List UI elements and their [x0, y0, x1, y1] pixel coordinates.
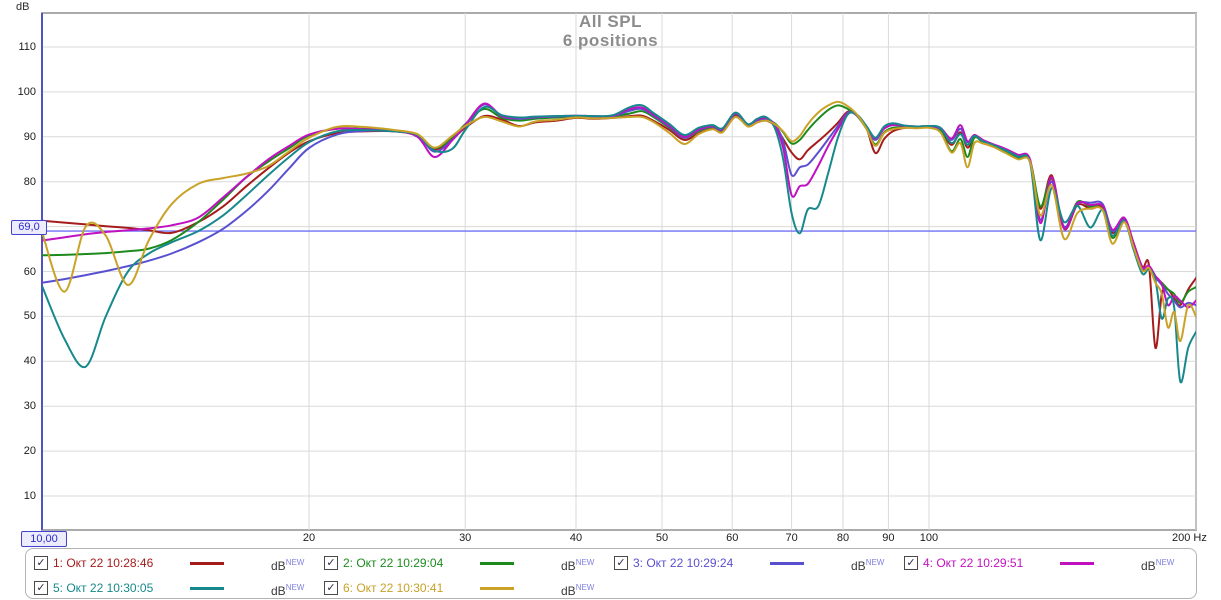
x-tick-label: 40	[569, 532, 583, 544]
legend-line-swatch-5	[190, 587, 224, 590]
x-tick-label: 70	[785, 532, 798, 544]
legend-unit-new-badge: NEW	[285, 583, 305, 592]
x-tick-label: 80	[836, 532, 850, 544]
x-tick-label: 20	[302, 532, 316, 544]
legend-checkbox-2[interactable]: ✓	[324, 556, 338, 570]
x-tick-label: 30	[459, 532, 472, 544]
legend-item-2[interactable]: ✓ 2: Окт 22 10:29:04 dBNEW	[324, 555, 606, 573]
x-tick-label: 50	[655, 532, 669, 544]
legend-unit-new-badge: NEW	[575, 583, 595, 592]
trace-6	[42, 100, 1196, 343]
legend-line-swatch-6	[480, 587, 514, 590]
legend-item-4[interactable]: ✓ 4: Окт 22 10:29:51 dBNEW	[904, 555, 1186, 573]
legend-unit-1: dBNEW	[271, 558, 305, 573]
legend-checkbox-5[interactable]: ✓	[34, 581, 48, 595]
y-tick-label: 30	[23, 400, 36, 413]
y-tick-label: 90	[23, 130, 36, 143]
legend-checkbox-4[interactable]: ✓	[904, 556, 918, 570]
measurement-traces	[42, 100, 1196, 384]
y-tick-label: 100	[17, 85, 36, 98]
legend-item-5[interactable]: ✓ 5: Окт 22 10:30:05 dBNEW	[34, 580, 316, 598]
legend-unit-6: dBNEW	[561, 583, 595, 598]
legend-line-swatch-1	[190, 562, 224, 565]
legend-label-2: 2: Окт 22 10:29:04	[343, 556, 444, 570]
legend-item-1[interactable]: ✓ 1: Окт 22 10:28:46 dBNEW	[34, 555, 316, 573]
legend-label-6: 6: Окт 22 10:30:41	[343, 581, 444, 595]
gridlines	[42, 13, 1197, 530]
legend-line-swatch-4	[1060, 562, 1094, 565]
y-tick-label: 60	[23, 265, 36, 278]
legend-unit-4: dBNEW	[1141, 558, 1175, 573]
legend-panel: ✓ 1: Окт 22 10:28:46 dBNEW ✓ 2: Окт 22 10:29…	[25, 548, 1197, 599]
y-tick-label: 110	[18, 41, 36, 53]
legend-unit-new-badge: NEW	[575, 558, 595, 567]
legend-label-4: 4: Окт 22 10:29:51	[923, 556, 1024, 570]
y-tick-label: 50	[23, 310, 36, 323]
legend-item-6[interactable]: ✓ 6: Окт 22 10:30:41 dBNEW	[324, 580, 606, 598]
y-tick-label: 40	[23, 355, 36, 368]
cursor-db-readout[interactable]: 69,0	[11, 220, 47, 235]
legend-unit-2: dBNEW	[561, 558, 595, 573]
legend-checkbox-1[interactable]: ✓	[34, 556, 48, 570]
y-tick-label: 10	[23, 490, 36, 502]
legend-line-swatch-3	[770, 562, 804, 565]
legend-unit-new-badge: NEW	[285, 558, 305, 567]
legend-checkbox-6[interactable]: ✓	[324, 581, 338, 595]
legend-checkbox-3[interactable]: ✓	[614, 556, 628, 570]
cursor-freq-readout[interactable]: 10,00	[21, 531, 67, 547]
x-tick-label: 60	[726, 532, 739, 544]
legend-unit-3: dBNEW	[851, 558, 885, 573]
x-tick-label: 90	[882, 532, 895, 544]
legend-label-3: 3: Окт 22 10:29:24	[633, 556, 734, 570]
legend-item-3[interactable]: ✓ 3: Окт 22 10:29:24 dBNEW	[614, 555, 896, 573]
legend-label-1: 1: Окт 22 10:28:46	[53, 556, 154, 570]
x-tick-label: 100	[919, 532, 939, 544]
legend-unit-new-badge: NEW	[1155, 558, 1175, 567]
legend-unit-5: dBNEW	[271, 583, 305, 598]
y-tick-label: 20	[23, 445, 36, 458]
legend-label-5: 5: Окт 22 10:30:05	[53, 581, 154, 595]
x-end-tick-label: 200 Hz	[1172, 532, 1207, 544]
legend-unit-new-badge: NEW	[865, 558, 885, 567]
legend-line-swatch-2	[480, 562, 514, 565]
trace-5	[42, 103, 1196, 384]
y-axis-unit-label: dB	[16, 1, 30, 13]
y-tick-label: 80	[23, 175, 36, 188]
